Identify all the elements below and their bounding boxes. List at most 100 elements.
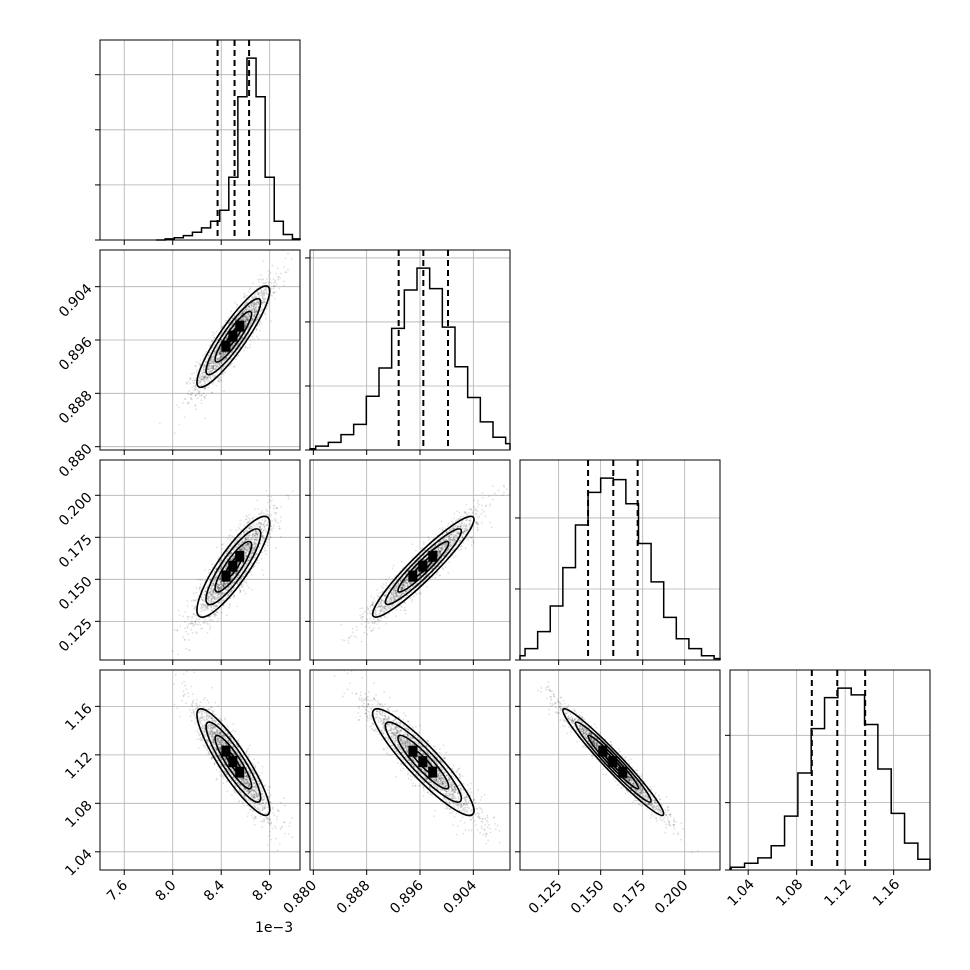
sample-point (213, 595, 216, 598)
sample-point (214, 577, 217, 580)
sample-point (248, 545, 251, 548)
sample-point (210, 609, 213, 611)
sample-point (210, 378, 213, 381)
sample-point (194, 395, 197, 397)
sample-point (207, 376, 210, 378)
sample-point (202, 376, 205, 379)
sample-point (192, 613, 195, 615)
sample-point (194, 620, 197, 622)
sample-point (219, 352, 221, 354)
sample-point (206, 598, 209, 600)
sample-point (437, 554, 440, 557)
sample-point (219, 350, 222, 353)
sample-point (225, 352, 228, 354)
sample-point (244, 302, 247, 305)
sample-point (237, 355, 240, 357)
sample-point (209, 578, 212, 581)
sample-point (271, 519, 273, 522)
sample-point (210, 359, 213, 362)
sample-point (224, 583, 226, 585)
sample-point (216, 583, 219, 586)
sample-point (272, 278, 275, 281)
sample-point (255, 310, 257, 313)
sample-point (417, 584, 420, 587)
sample-point (247, 318, 249, 320)
sample-point (220, 351, 223, 354)
sample-point (257, 523, 259, 525)
sample-point (222, 585, 224, 588)
sample-point (250, 302, 253, 305)
sample-point (255, 302, 258, 304)
sample-point (255, 532, 257, 534)
sample-point (274, 285, 276, 287)
sample-point (215, 610, 218, 613)
sample-point (251, 517, 253, 520)
sample-point (229, 529, 232, 532)
sample-point (194, 599, 197, 602)
sample-point (244, 323, 247, 326)
sample-point (204, 365, 206, 368)
sample-point (225, 352, 227, 354)
sample-point (201, 603, 204, 605)
sample-point (242, 561, 245, 564)
sample-point (213, 579, 216, 581)
sample-point (260, 523, 263, 525)
sample-point (239, 591, 241, 594)
sample-point (233, 555, 236, 558)
sample-point (250, 550, 253, 553)
sample-point (191, 391, 194, 394)
sample-point (217, 363, 220, 366)
sample-point (264, 287, 267, 290)
sample-point (250, 552, 253, 554)
sample-point (232, 557, 234, 560)
sample-point (227, 588, 230, 591)
sample-point (189, 382, 192, 385)
sample-point (221, 325, 224, 327)
sample-point (258, 291, 261, 294)
sample-point (262, 289, 265, 292)
sample-point (246, 306, 248, 309)
sample-point (206, 597, 209, 600)
sample-point (256, 533, 259, 536)
sample-point (202, 609, 204, 612)
sample-point (208, 599, 210, 602)
sample-point (395, 592, 398, 595)
sample-point (220, 565, 223, 568)
sample-point (224, 583, 227, 586)
sample-point (211, 334, 214, 337)
sample-point (201, 375, 204, 378)
sample-point (227, 329, 230, 331)
sample-point (207, 595, 210, 598)
sample-point (219, 587, 221, 590)
sample-point (252, 551, 255, 554)
sample-point (253, 534, 256, 537)
sample-point (220, 594, 222, 597)
sample-point (228, 606, 231, 609)
sample-point (200, 604, 203, 607)
sample-point (182, 615, 185, 618)
sample-point (276, 507, 278, 509)
sample-point (219, 577, 222, 580)
sample-point (244, 551, 246, 554)
sample-point (224, 351, 226, 354)
sample-point (388, 595, 391, 598)
sample-point (211, 369, 214, 372)
sample-point (246, 335, 249, 338)
sample-point (218, 577, 221, 580)
sample-point (216, 364, 218, 367)
sample-point (212, 590, 215, 593)
sample-point (255, 561, 258, 564)
sample-point (216, 587, 219, 589)
sample-point (203, 380, 206, 382)
sample-point (465, 503, 468, 506)
sample-point (256, 291, 259, 294)
sample-point (267, 538, 269, 540)
sample-point (245, 323, 248, 326)
sample-point (217, 570, 220, 572)
sample-point (217, 353, 219, 355)
sample-point (384, 608, 387, 611)
sample-point (212, 367, 215, 369)
sample-point (219, 348, 222, 351)
sample-point (212, 366, 214, 369)
sample-point (192, 612, 195, 615)
